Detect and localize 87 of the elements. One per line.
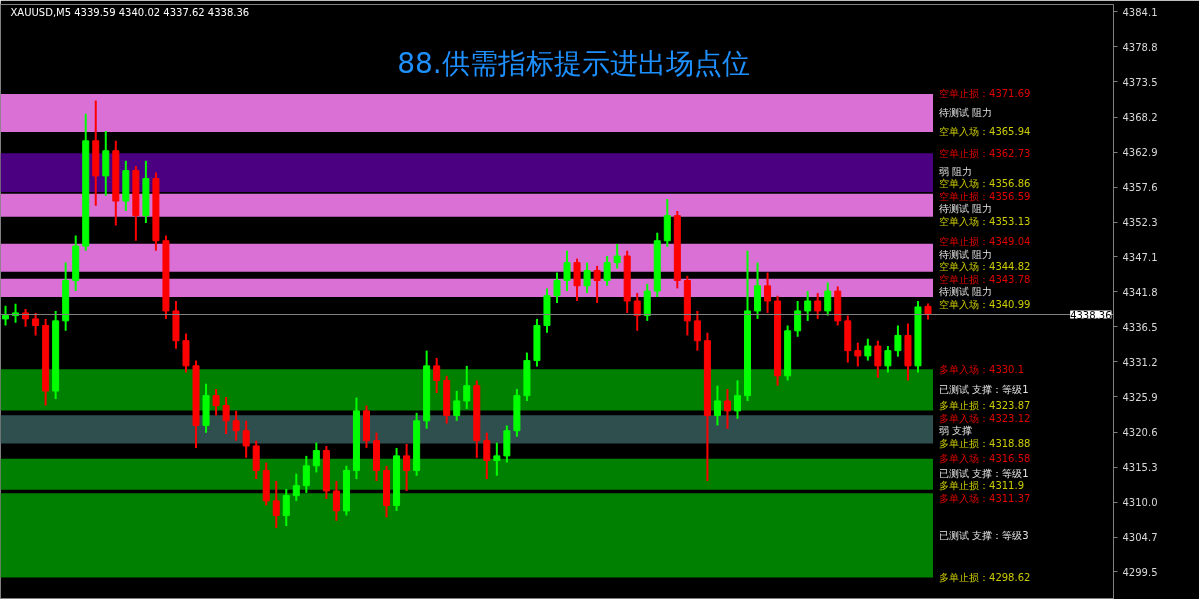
annotation: 空单止损：4362.73 <box>939 147 1031 159</box>
y-tick-label: 4352.3 <box>1122 217 1158 229</box>
annotation: 多单止损：4323.87 <box>939 400 1031 412</box>
annotation: 多单入场：4311.37 <box>939 492 1031 504</box>
candlestick <box>583 261 591 295</box>
candlestick <box>764 271 772 314</box>
annotation: 多单止损：4298.62 <box>939 572 1031 584</box>
band-label: 弱 支撑 <box>939 425 973 437</box>
candlestick <box>493 441 501 477</box>
candlestick <box>563 249 571 293</box>
candlestick <box>854 341 862 368</box>
annotation: 空单止损：4356.59 <box>939 190 1031 202</box>
candlestick <box>32 311 40 337</box>
candlestick <box>894 324 902 358</box>
candlestick <box>603 255 611 287</box>
candlestick <box>2 304 10 327</box>
band-label: 待测试 阻力 <box>939 286 993 298</box>
y-tick-label: 4331.2 <box>1122 356 1158 368</box>
candlestick <box>573 257 581 303</box>
candlestick <box>332 480 340 522</box>
candlestick <box>272 480 280 530</box>
band-label: 已测试 支撑：等级1 <box>939 384 1029 396</box>
candlestick <box>884 345 892 374</box>
annotation: 多单止损：4318.88 <box>939 437 1031 449</box>
annotation: 空单止损：4343.78 <box>939 273 1031 285</box>
band-label: 弱 阻力 <box>939 165 973 177</box>
candlestick <box>312 441 320 474</box>
y-tick-label: 4347.1 <box>1122 251 1158 263</box>
candlestick <box>733 379 741 420</box>
candlestick <box>864 337 872 362</box>
candlestick <box>403 442 411 492</box>
candlestick <box>593 264 601 304</box>
candlestick <box>723 388 731 430</box>
y-tick-label: 4310.0 <box>1122 497 1158 509</box>
candlestick <box>463 364 471 410</box>
y-tick-label: 4341.8 <box>1122 286 1158 298</box>
y-tick-label: 4336.5 <box>1122 321 1158 333</box>
candlestick <box>483 431 491 481</box>
annotation: 空单止损：4371.69 <box>939 88 1031 100</box>
candlestick <box>222 395 230 436</box>
candlestick <box>794 300 802 338</box>
text: 88.供需指标提示进出场点位 <box>397 47 750 80</box>
candlestick <box>232 409 240 442</box>
y-tick-label: 4378.8 <box>1122 41 1158 53</box>
annotation: 多单入场：4330.1 <box>939 363 1025 375</box>
annotation: 多单入场：4323.12 <box>939 412 1031 424</box>
annotation: 多单入场：4316.58 <box>939 453 1031 465</box>
band-label: 已测试 支撑：等级3 <box>939 529 1029 541</box>
band-label: 已测试 支撑：等级1 <box>939 467 1029 479</box>
annotation: 空单入场：4356.86 <box>939 178 1031 190</box>
annotation: 多单止损：4311.9 <box>939 480 1025 492</box>
y-tick-label: 4299.5 <box>1122 566 1158 578</box>
y-tick-label: 4362.9 <box>1122 147 1158 159</box>
candlestick <box>633 292 641 332</box>
y-tick-label: 4368.2 <box>1122 112 1158 124</box>
candlestick <box>713 384 721 427</box>
annotation: 空单入场：4353.13 <box>939 215 1031 227</box>
y-tick-label: 4357.6 <box>1122 182 1158 194</box>
annotation: 空单入场：4365.94 <box>939 126 1031 138</box>
candlestick <box>553 271 561 304</box>
y-tick-label: 4373.5 <box>1122 76 1158 88</box>
chart-subtitle: XAUUSD,M5 4339.59 4340.02 4337.62 4338.36 <box>10 7 250 18</box>
band-label: 待测试 阻力 <box>939 248 993 260</box>
candlestick <box>693 309 701 352</box>
annotation: 空单止损：4349.04 <box>939 236 1031 248</box>
annotation: 空单入场：4340.99 <box>939 298 1031 310</box>
candlestick <box>302 454 310 494</box>
y-tick-label: 4325.9 <box>1122 391 1158 403</box>
band-label: 待测试 阻力 <box>939 203 993 215</box>
candlestick <box>874 339 882 379</box>
annotation: 空单入场：4344.82 <box>939 261 1031 273</box>
band-label: 待测试 阻力 <box>939 107 993 119</box>
y-tick-label: 4315.3 <box>1122 462 1158 474</box>
y-tick-label: 4304.7 <box>1122 532 1158 544</box>
candlestick <box>282 487 290 528</box>
y-tick-label: 4384.1 <box>1122 6 1158 18</box>
ref-line-label: 4338.36 <box>1070 309 1112 321</box>
y-tick-label: 4320.6 <box>1122 427 1158 439</box>
candlestick <box>824 281 832 317</box>
candlestick <box>242 419 250 459</box>
candlestick <box>613 243 621 270</box>
candlestick <box>212 388 220 417</box>
candlestick <box>292 472 300 502</box>
candlestick <box>433 356 441 394</box>
candlestick <box>814 292 822 320</box>
candlestick <box>453 390 461 422</box>
candlestick <box>804 290 812 322</box>
